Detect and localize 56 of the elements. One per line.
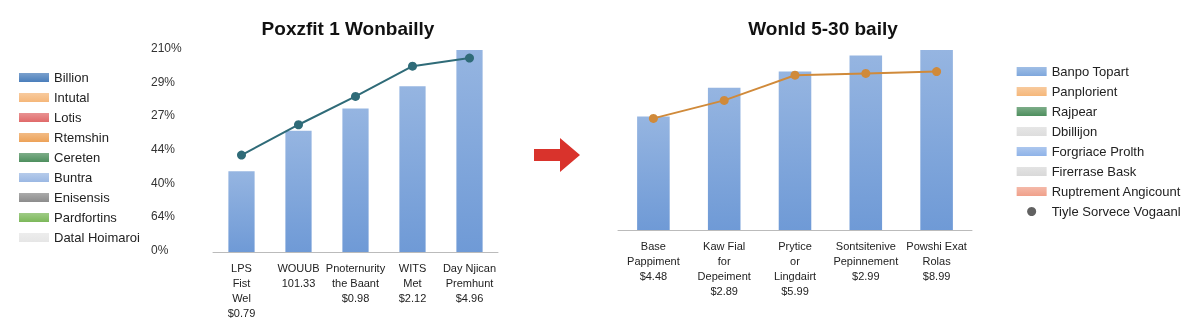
legend-label: Panplorient xyxy=(1051,84,1118,99)
bar xyxy=(778,71,812,230)
bar xyxy=(342,108,369,252)
legend-label: Tiyle Sorvece Vogaanl xyxy=(1051,204,1181,219)
text: 44% xyxy=(151,142,176,156)
text: 210% xyxy=(151,41,183,55)
x-tick-label: Base Pappiment $4.48 xyxy=(627,239,680,282)
legend-label: Rajpear xyxy=(1051,104,1098,119)
legend-label: Enisensis xyxy=(54,190,111,205)
x-tick-label: WOUUB 101.33 xyxy=(277,261,320,289)
legend-label: Cereten xyxy=(54,150,101,165)
point xyxy=(932,67,942,77)
x-tick-label: Kaw Fial for Depeiment $2.89 xyxy=(697,239,751,297)
chart-title: Poxzfit 1 Wonbailly xyxy=(261,18,435,39)
x-tick-label: WITS Met $2.12 xyxy=(398,261,427,304)
point xyxy=(861,68,871,78)
bar xyxy=(285,130,312,252)
legend-label: Datal Hoimaroi xyxy=(54,230,141,245)
point xyxy=(237,150,246,160)
x-tick-label: Sontsitenive Pepinnement $2.99 xyxy=(833,239,899,282)
point xyxy=(648,113,658,123)
point xyxy=(351,91,360,101)
text: 0% xyxy=(151,243,169,257)
legend-label: Intutal xyxy=(54,90,90,105)
text: 64% xyxy=(151,209,176,224)
legend-label: Billion xyxy=(54,70,89,85)
x-tick-label: LPS Fist Wel $0.79 xyxy=(227,261,256,319)
legend-label: Lotis xyxy=(54,110,82,125)
point xyxy=(719,95,729,105)
legend-label: Firerrase Bask xyxy=(1051,164,1137,179)
x-tick-label: Powshi Exat Rolas $8.99 xyxy=(906,239,967,282)
legend-label: Rtemshin xyxy=(54,130,109,145)
text: 40% xyxy=(151,175,176,190)
x-tick-label: Day Njican Premhunt $4.96 xyxy=(442,261,497,304)
legend-label: Banpo Topart xyxy=(1051,64,1130,79)
text: 27% xyxy=(151,108,176,123)
legend-label: Dbillijon xyxy=(1051,124,1098,139)
legend-label: Ruptrement Angicount xyxy=(1051,184,1181,199)
point xyxy=(790,70,800,80)
x-tick-label: Prytice or Lingdairt $5.99 xyxy=(773,239,817,297)
point xyxy=(408,61,417,71)
point xyxy=(294,120,303,130)
bar xyxy=(228,171,255,252)
bar xyxy=(849,55,883,230)
bar xyxy=(637,116,670,230)
bar xyxy=(456,50,483,252)
legend-label: Buntra xyxy=(54,170,94,185)
bar xyxy=(707,87,741,230)
text: 29% xyxy=(151,74,176,89)
chart-title: Wonld 5-30 baily xyxy=(748,18,899,39)
point xyxy=(465,53,474,63)
bar xyxy=(920,50,953,230)
x-tick-label: Pnoternurity the Baant $0.98 xyxy=(325,261,386,304)
bar xyxy=(399,86,426,252)
legend-label: Pardfortins xyxy=(54,210,118,225)
legend-label: Forgriace Prolth xyxy=(1051,144,1145,159)
